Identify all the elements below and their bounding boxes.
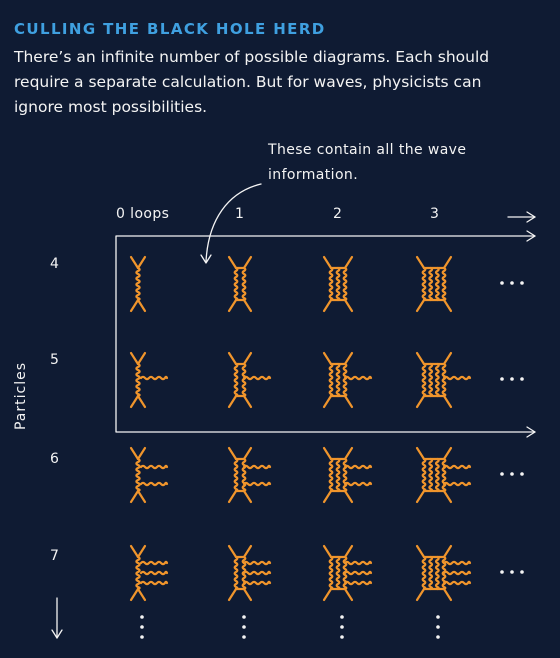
more-particles-ellipsis-icon xyxy=(140,615,144,639)
more-loops-ellipsis-icon xyxy=(500,281,524,285)
diagram-6-particles-0-loops xyxy=(129,446,169,504)
row-label-6-particles: 6 xyxy=(50,451,59,467)
more-loops-ellipsis-icon xyxy=(500,570,524,574)
row-label-5-particles: 5 xyxy=(50,352,59,368)
diagram-6-particles-3-loops xyxy=(415,446,472,504)
annotation-text: These contain all the wave information. xyxy=(268,142,467,183)
diagram-6-particles-1-loops xyxy=(227,446,272,504)
title: CULLING THE BLACK HOLE HERD xyxy=(14,20,326,38)
more-loops-ellipsis-icon xyxy=(500,377,524,381)
diagram-4-particles-0-loops xyxy=(129,255,147,313)
diagram-5-particles-3-loops xyxy=(415,351,472,409)
diagram-6-particles-2-loops xyxy=(322,446,373,504)
diagram-5-particles-2-loops xyxy=(322,351,373,409)
diagram-7-particles-3-loops xyxy=(415,544,472,602)
annotation-pointer-arrow-icon xyxy=(200,183,262,264)
diagram-7-particles-0-loops xyxy=(129,544,169,602)
diagram-4-particles-1-loops xyxy=(227,255,253,313)
wave-information-bracket xyxy=(115,230,536,438)
more-particles-ellipsis-icon xyxy=(340,615,344,639)
diagram-5-particles-1-loops xyxy=(227,351,272,409)
row-label-4-particles: 4 xyxy=(50,256,59,272)
diagram-7-particles-1-loops xyxy=(227,544,272,602)
diagram-4-particles-2-loops xyxy=(322,255,354,313)
diagram-7-particles-2-loops xyxy=(322,544,373,602)
column-label-3-loops: 3 xyxy=(430,206,440,222)
more-loops-ellipsis-icon xyxy=(500,472,524,476)
row-label-7-particles: 7 xyxy=(50,548,59,564)
diagram-4-particles-3-loops xyxy=(415,255,453,313)
more-particles-ellipsis-icon xyxy=(436,615,440,639)
column-label-1-loop: 1 xyxy=(235,206,245,222)
particles-axis-arrow-icon xyxy=(51,597,63,639)
intro-text: There’s an infinite number of possible d… xyxy=(14,48,490,116)
loops-axis-arrow-icon xyxy=(507,211,536,223)
diagram-5-particles-0-loops xyxy=(129,351,169,409)
column-label-2-loops: 2 xyxy=(333,206,343,222)
more-particles-ellipsis-icon xyxy=(242,615,246,639)
column-label-0-loops: 0 loops xyxy=(116,206,170,222)
